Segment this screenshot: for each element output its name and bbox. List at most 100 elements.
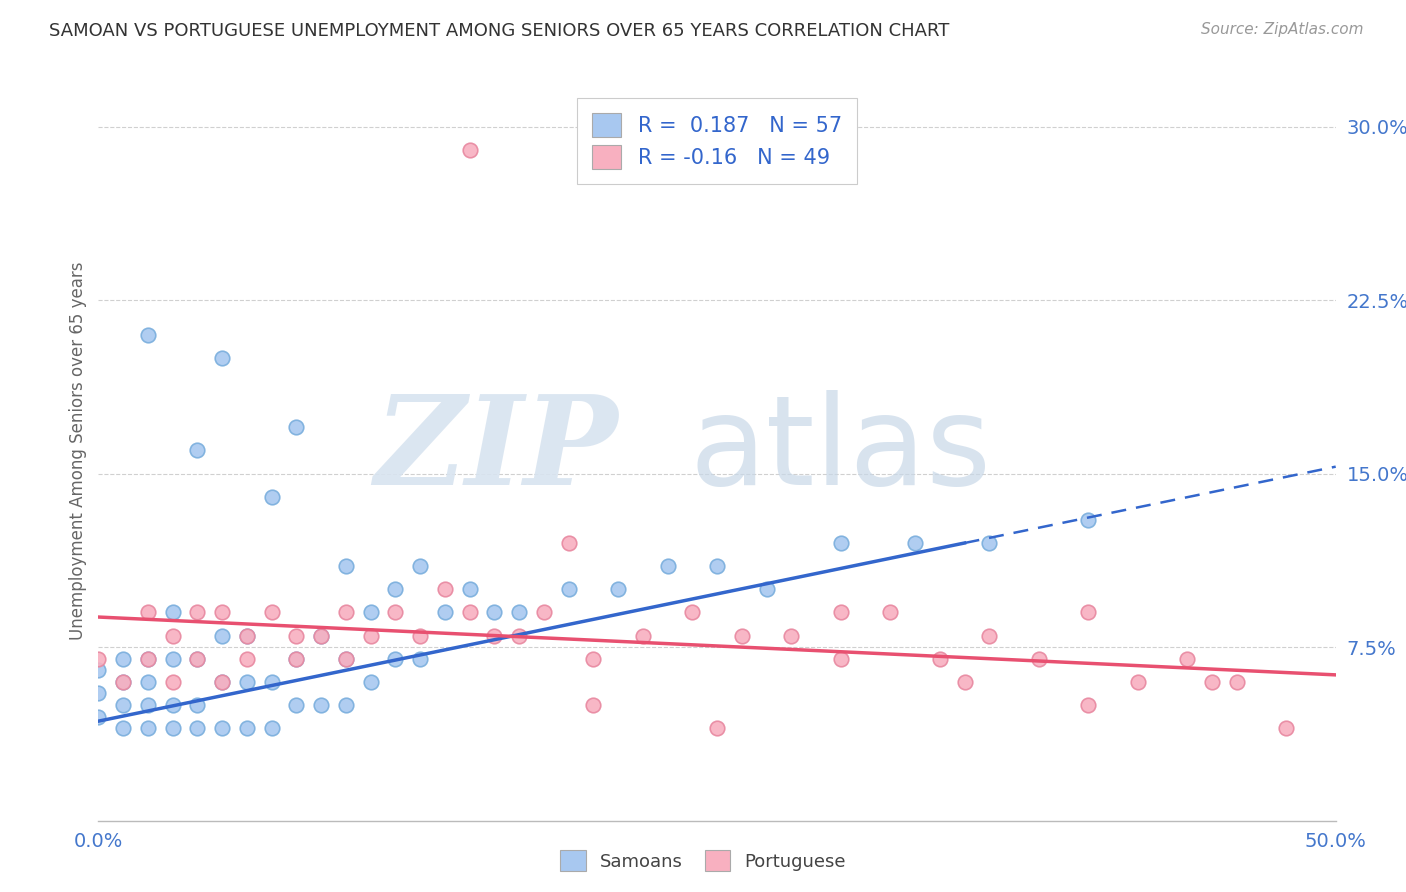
- Point: [211, 606, 233, 620]
- Point: [112, 674, 135, 689]
- Point: [162, 721, 184, 735]
- Point: [953, 674, 976, 689]
- Point: [508, 606, 530, 620]
- Point: [557, 582, 579, 597]
- Point: [830, 536, 852, 550]
- Point: [211, 721, 233, 735]
- Point: [458, 606, 481, 620]
- Point: [706, 559, 728, 574]
- Point: [533, 606, 555, 620]
- Point: [236, 628, 259, 642]
- Point: [112, 721, 135, 735]
- Point: [384, 651, 406, 665]
- Point: [186, 651, 208, 665]
- Point: [1226, 674, 1249, 689]
- Point: [979, 628, 1001, 642]
- Point: [309, 698, 332, 712]
- Point: [136, 651, 159, 665]
- Point: [1077, 513, 1099, 527]
- Point: [136, 721, 159, 735]
- Point: [979, 536, 1001, 550]
- Point: [112, 674, 135, 689]
- Point: [186, 443, 208, 458]
- Point: [755, 582, 778, 597]
- Point: [87, 663, 110, 677]
- Y-axis label: Unemployment Among Seniors over 65 years: Unemployment Among Seniors over 65 years: [69, 261, 87, 640]
- Point: [162, 606, 184, 620]
- Point: [360, 674, 382, 689]
- Point: [1275, 721, 1298, 735]
- Point: [285, 651, 308, 665]
- Point: [285, 698, 308, 712]
- Point: [409, 559, 432, 574]
- Point: [211, 674, 233, 689]
- Text: SAMOAN VS PORTUGUESE UNEMPLOYMENT AMONG SENIORS OVER 65 YEARS CORRELATION CHART: SAMOAN VS PORTUGUESE UNEMPLOYMENT AMONG …: [49, 22, 949, 40]
- Point: [631, 628, 654, 642]
- Point: [681, 606, 703, 620]
- Point: [285, 651, 308, 665]
- Point: [285, 628, 308, 642]
- Point: [236, 721, 259, 735]
- Point: [384, 606, 406, 620]
- Point: [830, 651, 852, 665]
- Point: [260, 721, 283, 735]
- Point: [136, 674, 159, 689]
- Point: [508, 628, 530, 642]
- Point: [484, 628, 506, 642]
- Point: [309, 628, 332, 642]
- Point: [384, 582, 406, 597]
- Point: [928, 651, 950, 665]
- Point: [879, 606, 901, 620]
- Point: [162, 698, 184, 712]
- Point: [112, 698, 135, 712]
- Point: [285, 420, 308, 434]
- Point: [236, 674, 259, 689]
- Text: atlas: atlas: [690, 390, 991, 511]
- Text: ZIP: ZIP: [374, 390, 619, 511]
- Point: [335, 606, 357, 620]
- Point: [409, 651, 432, 665]
- Point: [162, 651, 184, 665]
- Point: [335, 651, 357, 665]
- Point: [162, 674, 184, 689]
- Point: [186, 606, 208, 620]
- Point: [780, 628, 803, 642]
- Point: [335, 651, 357, 665]
- Point: [260, 490, 283, 504]
- Point: [211, 674, 233, 689]
- Legend: Samoans, Portuguese: Samoans, Portuguese: [553, 843, 853, 879]
- Point: [904, 536, 927, 550]
- Point: [830, 606, 852, 620]
- Point: [260, 606, 283, 620]
- Point: [236, 651, 259, 665]
- Point: [186, 698, 208, 712]
- Point: [87, 709, 110, 723]
- Point: [335, 698, 357, 712]
- Point: [186, 721, 208, 735]
- Point: [136, 327, 159, 342]
- Point: [1028, 651, 1050, 665]
- Point: [409, 628, 432, 642]
- Point: [360, 628, 382, 642]
- Point: [1175, 651, 1198, 665]
- Point: [360, 606, 382, 620]
- Point: [1077, 698, 1099, 712]
- Point: [1126, 674, 1149, 689]
- Point: [186, 651, 208, 665]
- Point: [706, 721, 728, 735]
- Point: [607, 582, 630, 597]
- Point: [335, 559, 357, 574]
- Legend: R =  0.187   N = 57, R = -0.16   N = 49: R = 0.187 N = 57, R = -0.16 N = 49: [578, 98, 856, 184]
- Point: [582, 698, 605, 712]
- Point: [1077, 606, 1099, 620]
- Point: [458, 582, 481, 597]
- Point: [657, 559, 679, 574]
- Point: [87, 651, 110, 665]
- Point: [211, 351, 233, 365]
- Point: [87, 686, 110, 700]
- Point: [162, 628, 184, 642]
- Point: [309, 628, 332, 642]
- Point: [211, 628, 233, 642]
- Point: [433, 582, 456, 597]
- Point: [112, 651, 135, 665]
